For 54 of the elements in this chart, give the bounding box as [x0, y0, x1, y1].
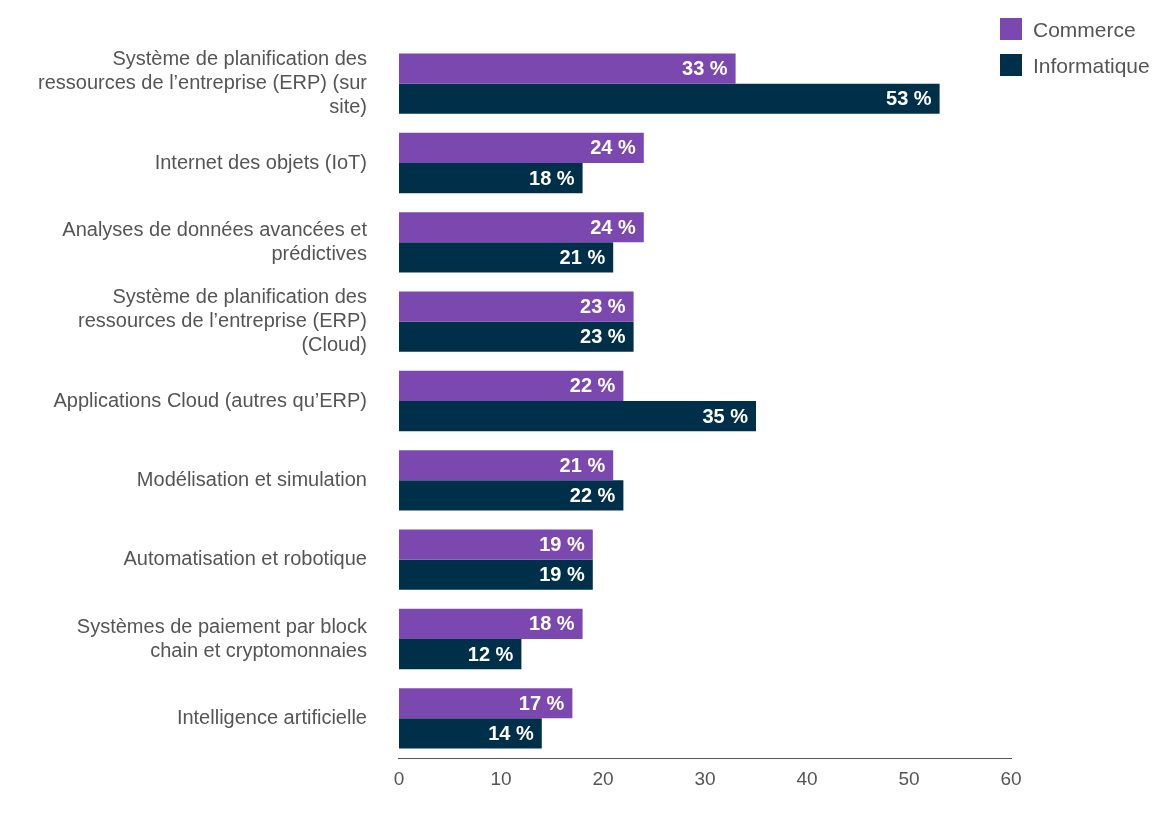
data-label: 22 % — [569, 374, 616, 397]
y-tick-label: Systèmes de paiement par block chain et cryptomonnaies — [76, 614, 368, 661]
data-label: 24 % — [590, 215, 637, 238]
data-label: 12 % — [467, 642, 514, 665]
legend-label: Commerce — [1033, 18, 1136, 41]
y-tick-label: Analyses de données avancées et prédictives — [62, 217, 368, 264]
bar — [398, 370, 624, 401]
x-tick-label: 60 — [1000, 767, 1022, 789]
y-tick-label: Applications Cloud (autres qu’ERP) — [53, 388, 367, 411]
bar — [398, 53, 736, 84]
y-tick-label: Système de planification des ressources de l’entreprise (ERP) (Cloud) — [77, 285, 367, 356]
data-label: 19 % — [539, 533, 586, 556]
data-label: 53 % — [886, 87, 932, 110]
bar — [398, 450, 614, 481]
data-label: 19 % — [539, 563, 586, 586]
x-tick-label: 50 — [898, 767, 920, 789]
y-tick-label: Système de planification des ressources de l’entreprise (ERP) (sur site) — [37, 47, 368, 118]
x-tick-label: 20 — [592, 767, 614, 789]
y-tick-label: Automatisation et robotique — [123, 547, 367, 570]
bar — [398, 608, 583, 639]
data-label: 14 % — [488, 721, 534, 744]
bar — [398, 83, 940, 114]
bar — [398, 480, 624, 511]
bar — [398, 132, 644, 163]
bar — [398, 291, 634, 322]
bar — [398, 242, 614, 273]
y-tick-label: Internet des objets (IoT) — [154, 150, 367, 173]
bar — [398, 688, 573, 719]
data-label: 21 % — [559, 453, 606, 476]
data-label: 22 % — [569, 483, 616, 506]
bar — [398, 559, 593, 590]
data-label: 24 % — [590, 136, 637, 159]
data-label: 23 % — [580, 325, 626, 348]
bar — [398, 212, 644, 243]
data-label: 18 % — [529, 166, 575, 189]
y-tick-label: Modélisation et simulation — [136, 467, 367, 490]
data-label: 35 % — [702, 404, 749, 427]
x-tick-label: 10 — [490, 767, 512, 789]
bar — [398, 639, 522, 670]
bar — [398, 401, 756, 432]
y-tick-label: Intelligence artificielle — [176, 705, 367, 728]
x-tick-label: 0 — [393, 767, 405, 789]
bar — [398, 718, 542, 749]
bar — [398, 163, 583, 194]
data-label: 17 % — [518, 691, 565, 714]
legend-label: Informatique — [1033, 54, 1150, 77]
data-label: 21 % — [559, 245, 606, 268]
x-tick-label: 30 — [694, 767, 716, 789]
data-label: 23 % — [580, 295, 626, 318]
data-label: 33 % — [682, 57, 728, 80]
bar — [398, 321, 634, 352]
x-tick-label: 40 — [796, 767, 818, 789]
data-label: 18 % — [529, 612, 575, 635]
bar — [398, 529, 593, 560]
